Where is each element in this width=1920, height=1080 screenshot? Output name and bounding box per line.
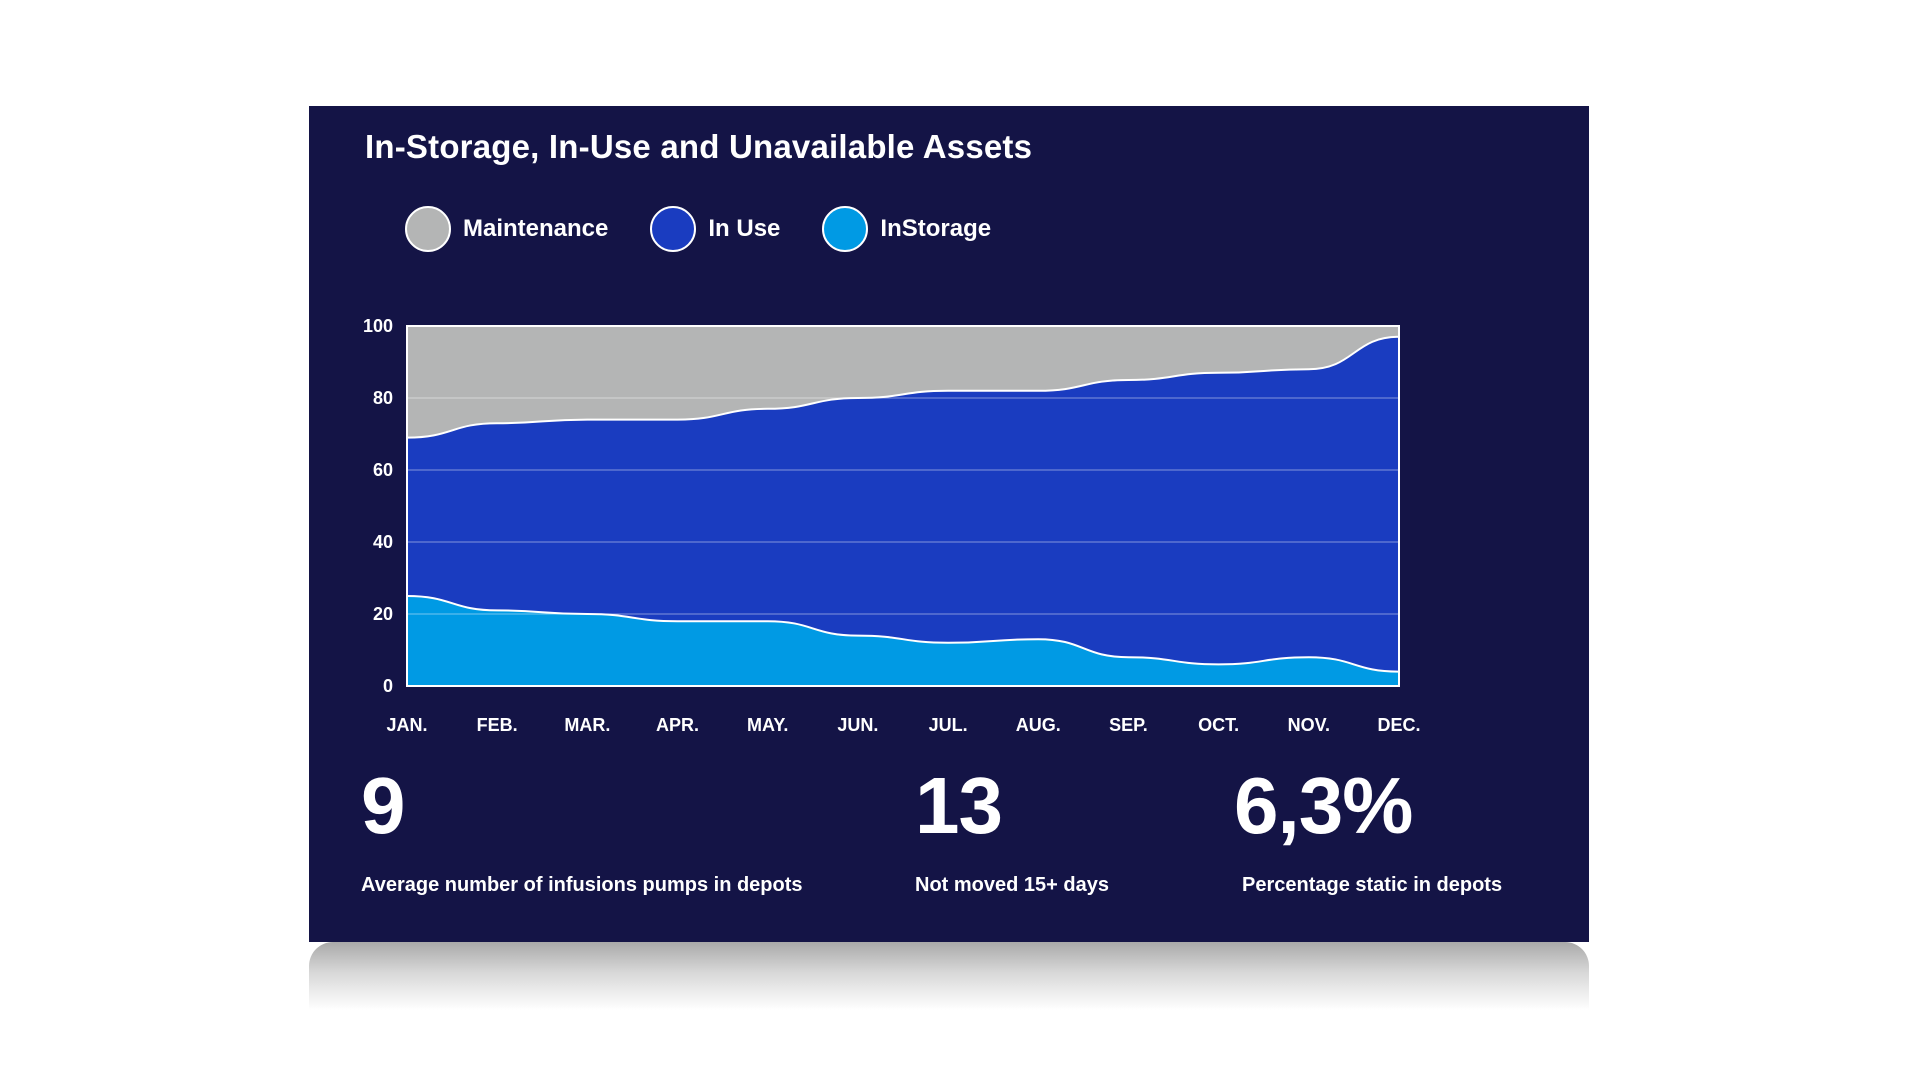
boundary-line-in-use xyxy=(406,335,1400,439)
kpi-average-pumps: 9 Average number of infusions pumps in d… xyxy=(361,766,803,897)
kpi-label: Percentage static in depots xyxy=(1242,874,1503,896)
boundary-line-instorage xyxy=(406,595,1400,673)
card-reflection xyxy=(309,942,1589,1010)
x-tick-label: JUN. xyxy=(837,715,878,735)
legend-swatch-maintenance xyxy=(405,206,451,252)
y-tick-label: 60 xyxy=(373,460,393,480)
kpi-value: 9 xyxy=(361,761,405,850)
x-tick-label: NOV. xyxy=(1288,715,1330,735)
legend-label-in-use: In Use xyxy=(708,215,781,242)
y-tick-label: 40 xyxy=(373,532,393,552)
stacked-area-chart: 0 20 40 60 80 100 JAN. FEB. MAR. APR. MAY. JUN. JUL.… xyxy=(363,316,1421,735)
legend-item-maintenance: Maintenance xyxy=(405,206,608,252)
legend-swatch-in-use xyxy=(650,206,697,252)
legend-item-in-storage: InStorage xyxy=(822,206,991,252)
x-tick-label: APR. xyxy=(656,715,699,735)
area-maintenance xyxy=(407,326,1399,438)
kpi-value: 6,3% xyxy=(1234,761,1413,850)
x-tick-label: AUG. xyxy=(1016,715,1061,735)
kpi-label: Average number of infusions pumps in dep… xyxy=(361,874,803,896)
x-tick-label: MAR. xyxy=(564,715,610,735)
assets-dashboard-card: In-Storage, In-Use and Unavailable Asset… xyxy=(309,106,1589,942)
y-tick-label: 0 xyxy=(383,676,393,696)
x-tick-label: FEB. xyxy=(477,715,518,735)
x-tick-label: JAN. xyxy=(386,715,427,735)
plot-frame xyxy=(406,325,1400,687)
y-tick-label: 100 xyxy=(363,316,393,336)
y-tick-label: 80 xyxy=(373,388,393,408)
kpi-percentage-static: 6,3% Percentage static in depots xyxy=(1234,766,1502,897)
kpi-label: Not moved 15+ days xyxy=(915,874,1109,896)
x-tick-label: OCT. xyxy=(1198,715,1239,735)
legend-label-in-storage: InStorage xyxy=(880,215,992,242)
x-tick-label: DEC. xyxy=(1377,715,1420,735)
x-tick-label: MAY. xyxy=(747,715,788,735)
x-tick-label: JUL. xyxy=(929,715,968,735)
legend-swatch-in-storage xyxy=(822,206,869,252)
chart-legend: Maintenance In Use InStorage xyxy=(405,206,1033,252)
chart-title: In-Storage, In-Use and Unavailable Asset… xyxy=(365,128,1033,165)
y-tick-label: 20 xyxy=(373,604,393,624)
legend-label-maintenance: Maintenance xyxy=(463,215,609,242)
area-instorage xyxy=(407,596,1399,686)
kpi-not-moved: 13 Not moved 15+ days xyxy=(915,766,1109,897)
kpi-value: 13 xyxy=(915,761,1003,850)
legend-item-in-use: In Use xyxy=(650,206,780,252)
x-tick-label: SEP. xyxy=(1109,715,1148,735)
